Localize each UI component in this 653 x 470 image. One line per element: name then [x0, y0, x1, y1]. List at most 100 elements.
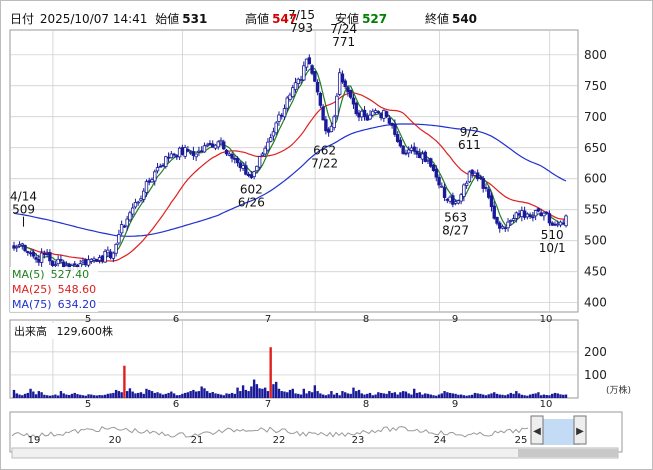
candle-body: [249, 174, 254, 178]
candle-body: [169, 153, 174, 159]
candle-body: [111, 252, 116, 259]
candle-body: [208, 142, 212, 146]
candle-body: [150, 179, 154, 183]
volume-bar: [551, 393, 554, 398]
candle-body: [459, 194, 463, 202]
candle-body: [495, 216, 499, 224]
volume-bar: [40, 392, 43, 398]
volume-bar: [487, 394, 490, 398]
candle-body: [475, 172, 480, 180]
volume-tick-label: 100: [584, 368, 607, 382]
candle-body: [412, 146, 416, 152]
volume-bar: [51, 395, 54, 398]
candle-body: [125, 218, 129, 227]
price-tick-label: 800: [584, 48, 607, 62]
candle-body: [321, 106, 325, 121]
candle-body: [467, 171, 472, 183]
navigator[interactable]: 19 20 21 22 23 24 25 ◀ ▶: [11, 415, 619, 459]
high-value: 547: [272, 12, 298, 26]
candle-body: [315, 81, 320, 93]
open-label: 始値: [155, 12, 180, 26]
candle-body: [50, 260, 55, 266]
candle-body: [437, 176, 441, 186]
volume-bar: [426, 393, 430, 398]
left-arrow-icon: ◀: [533, 426, 541, 437]
annotation-label: 10/1: [539, 241, 566, 255]
month-tick-label: 6: [173, 399, 179, 410]
volume-bar: [302, 388, 305, 398]
volume-bar: [37, 391, 41, 398]
volume-bar: [239, 391, 242, 398]
candle-body: [310, 65, 314, 74]
volume-bar: [435, 395, 438, 398]
candle-body: [271, 131, 276, 137]
ma5-label: MA(5): [12, 268, 45, 281]
volume-bar: [528, 394, 532, 398]
volume-bar: [355, 391, 358, 398]
month-tick-label: 9: [452, 314, 458, 325]
volume-bar: [410, 394, 413, 398]
candle-body: [136, 201, 140, 204]
candle-body: [153, 171, 157, 182]
volume-bar: [542, 394, 546, 398]
candle-body: [84, 259, 88, 266]
annotation-label: 771: [332, 35, 355, 49]
candle-body: [406, 149, 411, 154]
candle-body: [351, 97, 356, 105]
candle-body: [177, 147, 182, 158]
price-tick-label: 750: [584, 79, 607, 93]
candle-body: [147, 180, 151, 183]
candle-body: [354, 102, 358, 115]
annotation-label: 8/27: [442, 224, 469, 238]
volume-bar: [114, 389, 118, 398]
volume-bar: [559, 394, 562, 398]
candle-body: [291, 87, 295, 97]
volume-bar: [200, 386, 203, 398]
candle-body: [390, 122, 394, 126]
volume-bar: [407, 393, 410, 398]
annotation-label: 510: [541, 228, 564, 242]
volume-bar: [236, 387, 239, 398]
ma75-value: 634.20: [57, 298, 97, 311]
volume-bar: [73, 392, 76, 398]
candle-body: [368, 114, 372, 120]
volume-bar: [517, 393, 521, 398]
volume-bar: [48, 395, 52, 398]
candle-body: [205, 144, 209, 147]
volume-value: 129,600株: [56, 325, 114, 338]
navigator-left-handle: [530, 415, 544, 445]
volume-bar: [393, 392, 397, 398]
volume-bar: [448, 392, 452, 398]
volume-bar: [277, 388, 281, 398]
volume-bar: [219, 394, 223, 398]
volume-bar: [241, 385, 245, 398]
candle-body: [144, 181, 149, 193]
volume-bar: [95, 395, 98, 398]
candle-body: [133, 202, 138, 208]
volume-bar: [272, 384, 275, 398]
navigator-tick-label: 23: [352, 435, 365, 446]
candle-body: [92, 258, 96, 261]
candle-body: [114, 243, 118, 254]
candle-body: [379, 113, 383, 119]
candle-body: [227, 153, 231, 156]
volume-bar: [26, 392, 29, 398]
volume-bar: [109, 393, 112, 398]
volume-bar: [294, 393, 297, 398]
volume-bar: [98, 395, 101, 398]
candle-body: [161, 164, 165, 167]
candle-body: [139, 198, 143, 201]
navigator-tick-label: 19: [28, 435, 41, 446]
candle-body: [332, 116, 336, 129]
volume-bar: [65, 394, 68, 398]
navigator-scroll-thumb: [518, 449, 618, 457]
candle-body: [64, 264, 69, 267]
candle-body: [48, 252, 52, 262]
candle-body: [119, 224, 124, 234]
candle-body: [12, 245, 16, 249]
candle-body: [97, 257, 102, 261]
date-value: 2025/10/07 14:41: [39, 12, 148, 26]
ma25-legend: MA(25) 548.60: [12, 282, 96, 297]
annotation-label: 563: [444, 211, 467, 225]
volume-bar: [29, 388, 32, 398]
